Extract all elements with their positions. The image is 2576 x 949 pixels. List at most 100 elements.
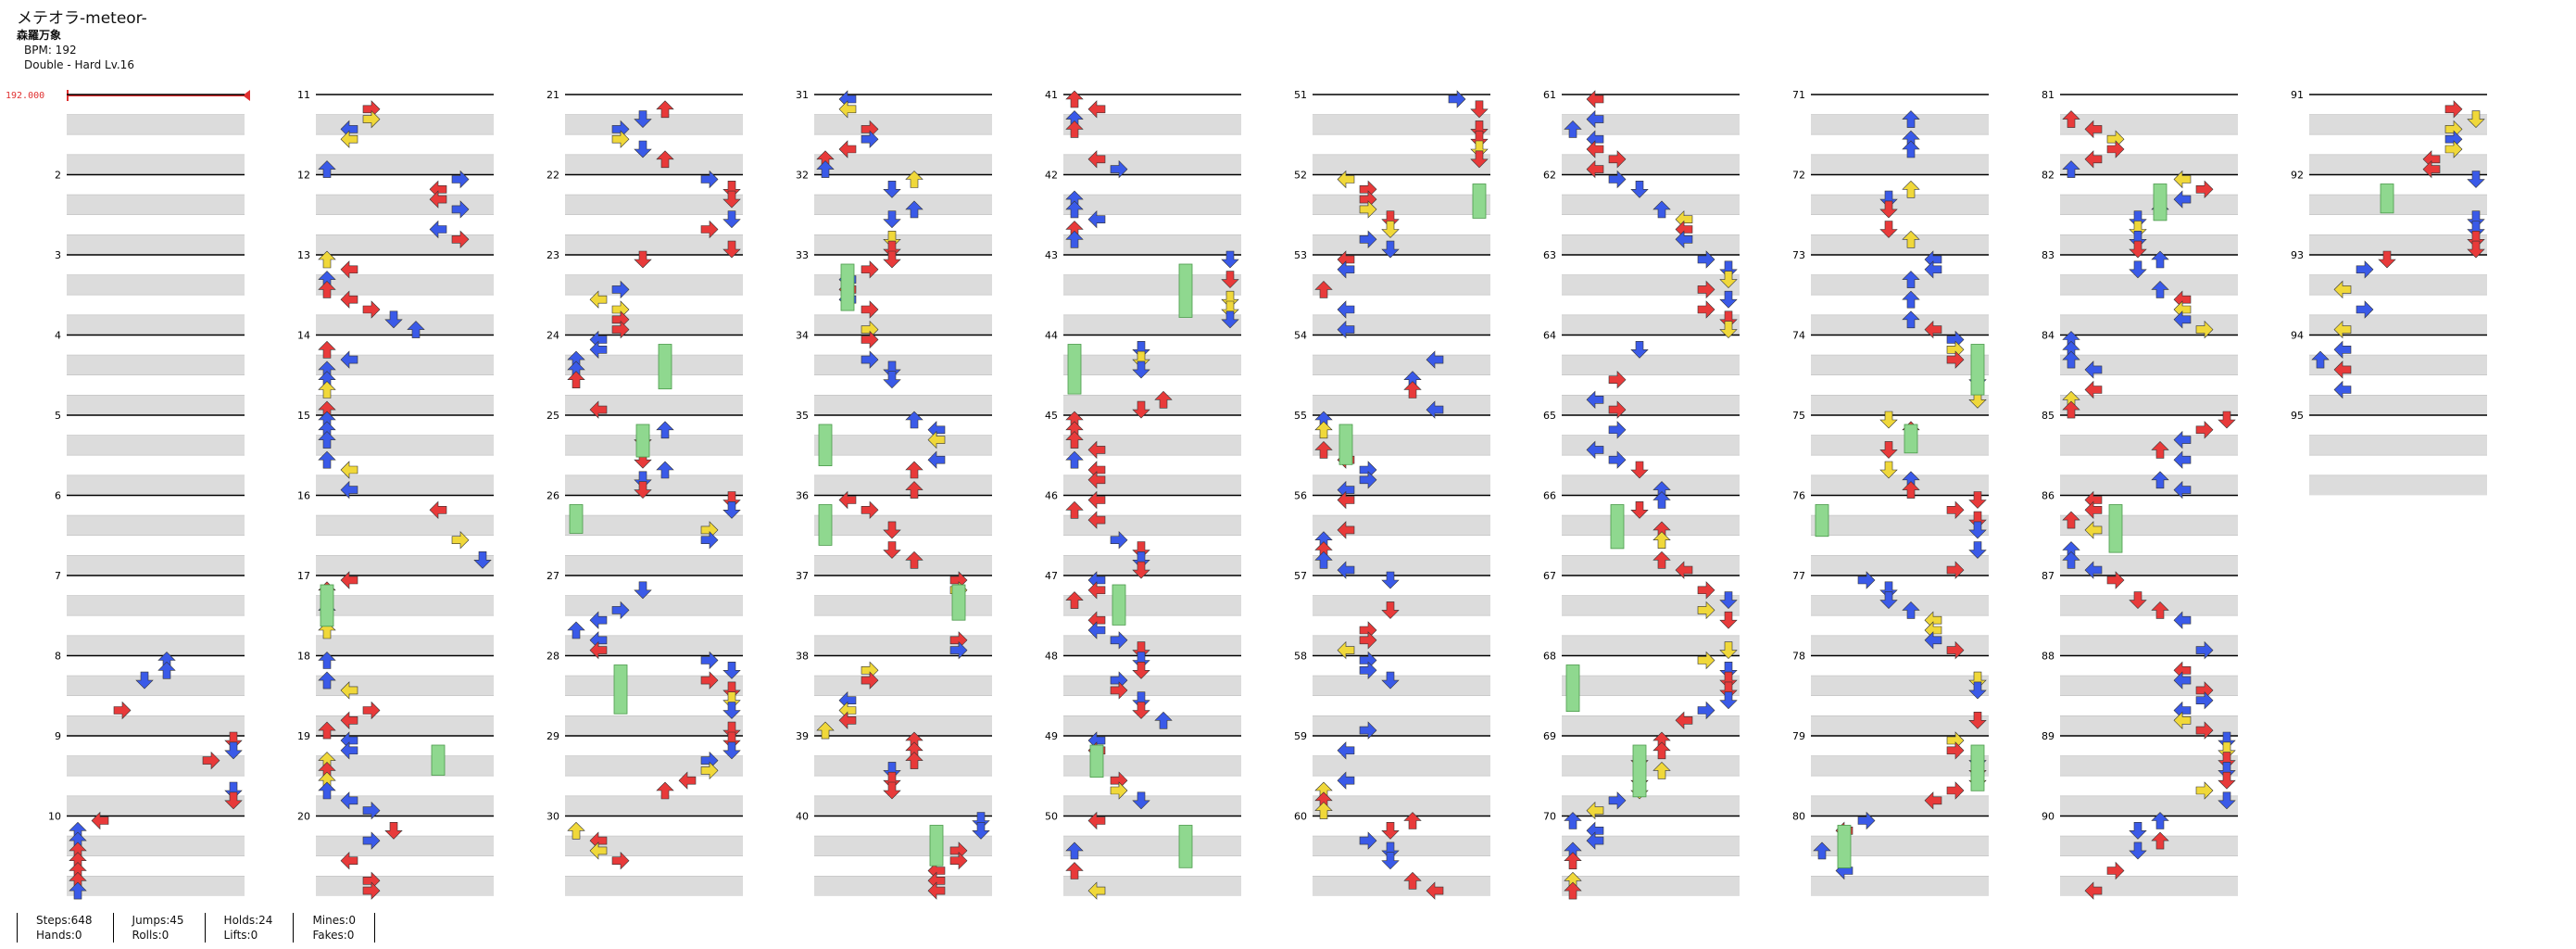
beat-band <box>1313 234 1490 255</box>
hold-note <box>658 344 672 390</box>
step-arrow-icon <box>2106 571 2125 589</box>
step-arrow-icon <box>838 90 857 108</box>
step-arrow-icon <box>2333 320 2352 339</box>
beat-band <box>67 114 245 135</box>
beat-band <box>1562 355 1740 375</box>
step-arrow-icon <box>1337 561 1355 579</box>
step-arrow-icon <box>2173 450 2192 469</box>
step-arrow-icon <box>1586 130 1604 148</box>
step-arrow-icon <box>2062 390 2080 409</box>
beat-band <box>1811 435 1989 456</box>
beat-band <box>1313 114 1490 135</box>
beat-band <box>1811 395 1989 415</box>
step-arrow-icon <box>1314 781 1333 800</box>
beat-band <box>814 515 992 536</box>
hold-note <box>1610 504 1625 550</box>
step-arrow-icon <box>1087 731 1106 750</box>
stat-rolls: Rolls:0 <box>132 929 170 942</box>
step-arrow-icon <box>589 340 608 360</box>
measure-number: 47 <box>1045 570 1058 582</box>
step-arrow-icon <box>700 220 719 239</box>
measure-number: 36 <box>796 490 809 502</box>
step-arrow-icon <box>816 721 835 740</box>
step-arrow-icon <box>318 400 336 419</box>
step-arrow-icon <box>1902 230 1920 248</box>
step-arrow-icon <box>723 702 741 719</box>
step-arrow-icon <box>656 100 674 119</box>
step-arrow-icon <box>1087 150 1106 169</box>
beat-band <box>67 234 245 255</box>
step-arrow-icon <box>656 150 674 169</box>
measure-number: 82 <box>2042 170 2055 182</box>
step-arrow-icon <box>1087 571 1106 589</box>
beat-band <box>1562 715 1740 736</box>
beat-band <box>1313 795 1490 816</box>
hold-note <box>2153 183 2168 221</box>
step-arrow-icon <box>2062 331 2080 348</box>
step-arrow-icon <box>949 631 968 650</box>
beat-band <box>1063 395 1241 415</box>
step-arrow-icon <box>1065 221 1084 238</box>
beat-band <box>67 715 245 736</box>
beat-band <box>565 114 743 135</box>
beat-band <box>1313 876 1490 896</box>
beat-band <box>1811 836 1989 856</box>
step-arrow-icon <box>318 250 336 269</box>
step-arrow-icon <box>1221 250 1239 269</box>
step-arrow-icon <box>2084 561 2103 579</box>
measure-number: 53 <box>1294 249 1307 261</box>
step-arrow-icon <box>1403 812 1422 829</box>
beat-band <box>316 635 494 656</box>
beat-band <box>1063 876 1241 896</box>
measure-number: 2 <box>55 170 61 182</box>
step-arrow-icon <box>589 611 608 629</box>
stat-column: Steps:648 Hands:0 <box>17 913 113 943</box>
beat-band <box>1562 234 1740 255</box>
step-arrow-icon <box>1879 441 1898 459</box>
step-arrow-icon <box>2151 471 2169 489</box>
step-arrow-icon <box>1065 500 1084 519</box>
step-arrow-icon <box>2151 601 2169 619</box>
step-arrow-icon <box>656 421 674 439</box>
step-arrow-icon <box>1359 461 1377 479</box>
measure-number: 69 <box>1543 730 1556 742</box>
step-arrow-icon <box>318 280 336 298</box>
step-arrow-icon <box>1968 521 1987 539</box>
step-arrow-icon <box>1359 831 1377 850</box>
step-arrow-icon <box>1087 811 1106 830</box>
step-arrow-icon <box>318 411 336 429</box>
step-arrow-icon <box>1924 621 1942 639</box>
beat-band <box>1063 795 1241 816</box>
measure-number: 65 <box>1543 410 1556 422</box>
step-arrow-icon <box>1087 209 1106 229</box>
step-arrow-icon <box>1946 500 1965 520</box>
step-arrow-icon <box>1608 791 1627 810</box>
stat-column: Holds:24 Lifts:0 <box>204 913 294 943</box>
beat-band <box>814 876 992 896</box>
step-arrow-icon <box>318 761 336 779</box>
beat-band <box>2309 154 2487 175</box>
beat-band <box>565 676 743 696</box>
beat-band <box>1063 274 1241 296</box>
beat-band <box>565 595 743 616</box>
step-arrow-icon <box>1630 181 1649 198</box>
step-arrow-icon <box>1652 481 1671 499</box>
beat-band <box>1313 595 1490 616</box>
step-arrow-icon <box>2084 361 2103 379</box>
beat-band <box>67 595 245 616</box>
song-title: メテオラ-meteor- <box>17 9 147 28</box>
step-arrow-icon <box>1065 110 1084 128</box>
step-arrow-icon <box>1110 530 1128 550</box>
step-arrow-icon <box>1381 671 1400 690</box>
beat-band <box>67 395 245 415</box>
measure-number: 67 <box>1543 570 1556 582</box>
step-arrow-icon <box>927 421 946 439</box>
step-arrow-icon <box>2106 861 2125 880</box>
step-arrow-icon <box>2173 480 2192 500</box>
measure-number: 7 <box>55 570 61 582</box>
beat-band <box>1811 274 1989 296</box>
step-arrow-icon <box>1087 440 1106 460</box>
beat-band <box>1811 755 1989 777</box>
step-arrow-icon <box>1314 550 1333 569</box>
beat-band <box>1063 515 1241 536</box>
